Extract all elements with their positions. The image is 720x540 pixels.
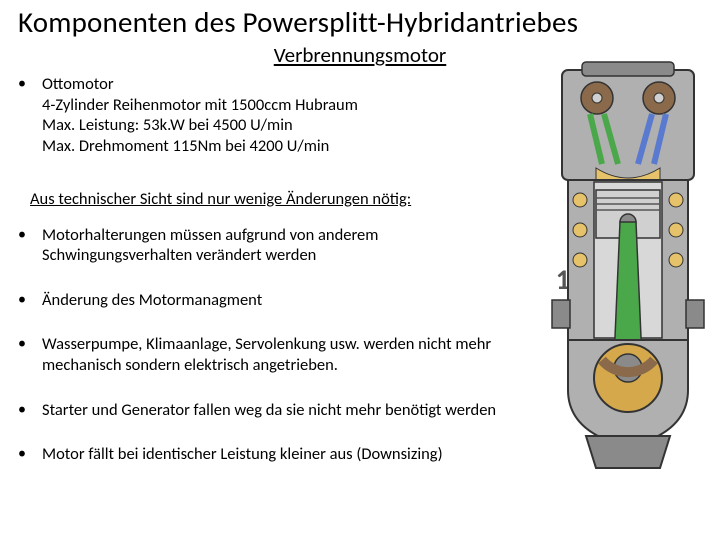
engine-cutaway-figure bbox=[542, 60, 714, 480]
change-item: Änderung des Motormanagment bbox=[12, 290, 512, 311]
change-item: Motor fällt bei identischer Leistung kle… bbox=[12, 444, 512, 465]
change-item: Starter und Generator fallen weg da sie … bbox=[12, 400, 512, 421]
slide-title: Komponenten des Powersplitt-Hybridantrie… bbox=[18, 4, 708, 40]
change-item: Wasserpumpe, Klimaanlage, Servolenkung u… bbox=[12, 334, 512, 375]
change-item: Motorhalterungen müssen aufgrund von and… bbox=[12, 225, 512, 266]
engine-cutaway-icon bbox=[542, 60, 714, 480]
slide-subtitle: Verbrennungsmotor bbox=[170, 42, 550, 68]
slide: Komponenten des Powersplitt-Hybridantrie… bbox=[0, 0, 720, 540]
